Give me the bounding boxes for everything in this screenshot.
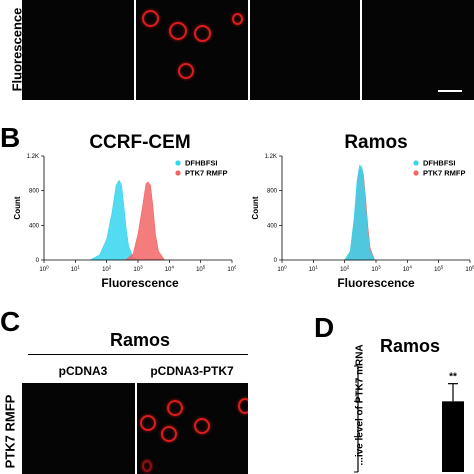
panel-c-col2: pCDNA3-PTK7 — [150, 364, 234, 378]
x-tick-label: 104 — [403, 265, 413, 274]
y-tick-label: 1.2K — [265, 154, 277, 160]
y-tick-label: 0 — [36, 258, 40, 264]
x-tick-label: 100 — [277, 265, 287, 274]
panel-c-title: Ramos — [109, 330, 171, 350]
panel-d-title: Ramos — [379, 336, 441, 356]
y-tick-label: 0.6 — [352, 468, 353, 474]
y-tick-label: 0 — [274, 258, 278, 264]
panel-b-letter: B — [0, 122, 21, 153]
plot2-xlabel: Fluorescence — [337, 276, 415, 290]
micrograph-a2 — [136, 0, 248, 100]
panel-d-letter: D — [314, 312, 335, 343]
panel-c-letter: C — [0, 306, 21, 337]
plot1-title: CCRF-CEM — [89, 132, 191, 153]
legend-label: PTK7 RMFP — [423, 169, 466, 178]
y-axis-label: Count — [251, 196, 260, 219]
panel-a: Fluorescence — [0, 0, 474, 100]
x-tick-label: 101 — [71, 265, 81, 274]
x-tick-label: 103 — [133, 265, 143, 274]
x-tick-label: 103 — [371, 265, 381, 274]
flow-plot-ccrf-cem: 0 400 800 1.2K 100 101 102 103 104 105 106 Count DFH… — [13, 154, 236, 274]
x-tick-label: 106 — [227, 265, 236, 274]
panel-c-col1: pCDNA3 — [58, 364, 108, 378]
bar-pcdna3-ptk7 — [442, 401, 464, 472]
flow-plot-ramos: 0 400 800 1.2K 100 101 102 103 104 105 106 Count DFH… — [251, 154, 474, 274]
legend-marker — [413, 170, 419, 176]
legend-marker — [413, 160, 419, 166]
panel-c-row-label: PTK7 RMFP — [2, 394, 18, 469]
series-area-dfhbfsi — [344, 165, 376, 261]
significance-label: ** — [449, 372, 457, 383]
y-tick-label: 0.8 — [352, 433, 353, 442]
x-tick-label: 101 — [309, 265, 319, 274]
scale-bar — [438, 90, 462, 92]
x-tick-label: 104 — [165, 265, 175, 274]
micrograph-a3 — [250, 0, 360, 100]
panel-c-divider — [28, 354, 248, 355]
micrograph-a1 — [22, 0, 134, 100]
micrograph-c1 — [22, 383, 135, 474]
x-tick-label: 100 — [39, 265, 49, 274]
series-area-dfhbfsi — [90, 179, 139, 261]
x-tick-label: 105 — [196, 265, 206, 274]
plot2-title: Ramos — [344, 132, 408, 153]
x-tick-label: 102 — [340, 265, 350, 274]
bar-chart-ptk7: 1.2 1.0 0.8 0.6 ** — [352, 362, 464, 474]
y-tick-label: 400 — [29, 223, 40, 229]
plot1-xlabel: Fluorescence — [101, 276, 179, 290]
legend-marker — [175, 170, 181, 176]
legend-label: DFHBFSI — [423, 159, 456, 168]
micrograph-c2 — [137, 383, 248, 474]
y-tick-label: 1.2 — [352, 362, 353, 371]
x-tick-label: 102 — [102, 265, 112, 274]
legend-label: PTK7 RMFP — [185, 169, 228, 178]
legend-label: DFHBFSI — [185, 159, 218, 168]
y-tick-label: 800 — [267, 189, 278, 195]
y-tick-label: 400 — [267, 223, 278, 229]
y-axis-label: Count — [13, 196, 22, 219]
legend-marker — [175, 160, 181, 166]
series-area-ptk7-rmfp — [124, 181, 166, 261]
micrograph-a4 — [362, 0, 474, 100]
x-tick-label: 105 — [434, 265, 444, 274]
y-tick-label: 1.0 — [352, 397, 353, 406]
y-tick-label: 1.2K — [27, 154, 39, 160]
x-tick-label: 106 — [465, 265, 474, 274]
y-tick-label: 800 — [29, 189, 40, 195]
